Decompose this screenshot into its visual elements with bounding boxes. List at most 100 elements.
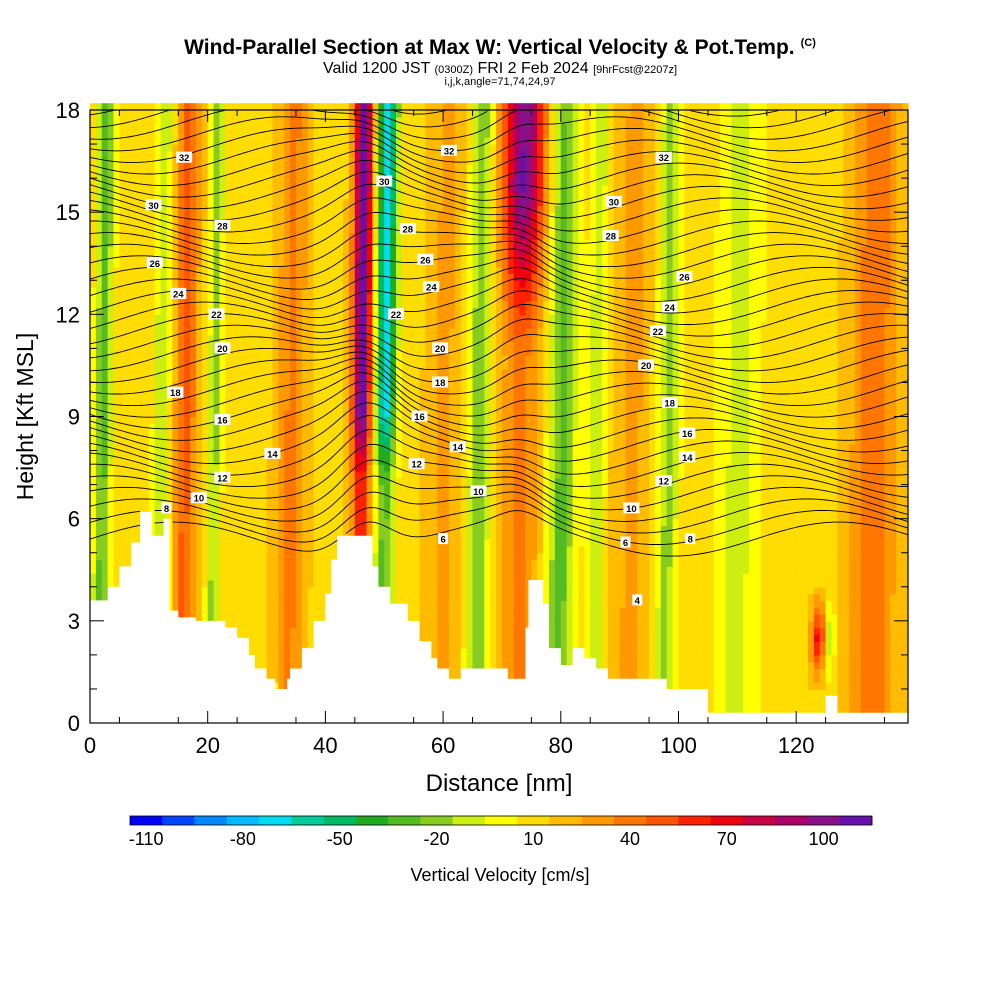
heatmap-cell: [354, 130, 362, 138]
heatmap-cell: [231, 198, 238, 206]
heatmap-cell: [213, 525, 221, 533]
heatmap-cell: [443, 573, 450, 581]
heatmap-cell: [295, 382, 303, 390]
heatmap-cell: [378, 327, 385, 336]
heatmap-cell: [137, 498, 144, 506]
heatmap-cell: [460, 212, 468, 220]
heatmap-cell: [366, 178, 374, 186]
heatmap-cell: [448, 668, 456, 676]
heatmap-cell: [272, 259, 279, 268]
heatmap-cell: [313, 600, 321, 608]
heatmap-cell: [307, 123, 315, 132]
heatmap-cell: [201, 334, 209, 343]
heatmap-cell: [313, 552, 321, 561]
heatmap-cell: [307, 307, 315, 315]
heatmap-cell: [201, 511, 209, 520]
heatmap-cell: [113, 287, 121, 295]
heatmap-cell: [207, 280, 215, 288]
heatmap-cell: [260, 661, 268, 670]
heatmap-cell: [443, 184, 450, 193]
heatmap-cell: [95, 300, 103, 309]
heatmap-cell: [154, 477, 162, 486]
heatmap-cell: [207, 130, 215, 138]
heatmap-cell: [284, 225, 291, 234]
heatmap-cell: [154, 355, 162, 363]
heatmap-cell: [331, 314, 338, 322]
heatmap-cell: [343, 150, 350, 159]
heatmap-cell: [325, 573, 332, 581]
heatmap-cell: [396, 511, 403, 520]
heatmap-cell: [343, 518, 350, 527]
heatmap-cell: [278, 164, 285, 172]
heatmap-cell: [313, 362, 321, 370]
heatmap-cell: [154, 423, 162, 431]
heatmap-cell: [107, 253, 115, 261]
heatmap-cell: [472, 545, 480, 554]
heatmap-cell: [360, 225, 368, 234]
heatmap-cell: [313, 110, 321, 118]
heatmap-cell: [284, 566, 291, 574]
heatmap-cell: [166, 150, 173, 159]
heatmap-cell: [337, 450, 344, 458]
heatmap-cell: [425, 593, 432, 601]
heatmap-cell: [219, 552, 226, 561]
heatmap-cell: [278, 355, 285, 363]
heatmap-cell: [248, 253, 256, 261]
heatmap-cell: [125, 525, 132, 533]
heatmap-cell: [207, 593, 215, 601]
heatmap-cell: [443, 239, 450, 247]
heatmap-cell: [425, 409, 432, 418]
heatmap-cell: [101, 464, 109, 472]
heatmap-cell: [231, 157, 238, 166]
heatmap-cell: [437, 198, 444, 206]
heatmap-cell: [460, 654, 468, 663]
heatmap-cell: [437, 225, 444, 234]
heatmap-cell: [148, 307, 156, 315]
heatmap-cell: [237, 416, 244, 424]
heatmap-cell: [190, 327, 197, 336]
heatmap-cell: [354, 334, 362, 343]
heatmap-cell: [195, 164, 203, 172]
heatmap-cell: [184, 321, 191, 329]
heatmap-cell: [325, 464, 332, 472]
heatmap-cell: [360, 259, 368, 268]
heatmap-cell: [431, 593, 438, 601]
heatmap-cell: [331, 532, 338, 540]
heatmap-cell: [266, 641, 274, 649]
heatmap-cell: [219, 259, 226, 268]
heatmap-cell: [448, 593, 456, 601]
heatmap-cell: [443, 484, 450, 493]
heatmap-cell: [343, 137, 350, 145]
heatmap-cell: [348, 375, 356, 384]
heatmap-cell: [260, 573, 268, 581]
heatmap-cell: [184, 225, 191, 234]
heatmap-cell: [201, 436, 209, 445]
heatmap-cell: [195, 600, 203, 608]
heatmap-cell: [219, 150, 226, 159]
heatmap-cell: [460, 273, 468, 281]
heatmap-cell: [195, 586, 203, 595]
heatmap-cell: [337, 518, 344, 527]
heatmap-cell: [413, 559, 421, 567]
heatmap-cell: [237, 607, 244, 615]
heatmap-cell: [331, 348, 338, 356]
heatmap-cell: [390, 525, 397, 533]
heatmap-cell: [431, 157, 438, 166]
heatmap-cell: [231, 559, 238, 567]
heatmap-cell: [372, 273, 379, 281]
heatmap-cell: [125, 191, 132, 200]
heatmap-cell: [219, 491, 226, 499]
heatmap-cell: [95, 579, 103, 588]
heatmap-cell: [266, 246, 274, 254]
heatmap-cell: [254, 341, 262, 349]
heatmap-cell: [131, 423, 138, 431]
heatmap-cell: [254, 300, 262, 309]
heatmap-cell: [231, 375, 238, 384]
heatmap-cell: [419, 402, 427, 411]
heatmap-cell: [313, 198, 321, 206]
heatmap-cell: [243, 137, 250, 145]
heatmap-cell: [154, 464, 162, 472]
heatmap-cell: [443, 607, 450, 615]
heatmap-cell: [437, 246, 444, 254]
